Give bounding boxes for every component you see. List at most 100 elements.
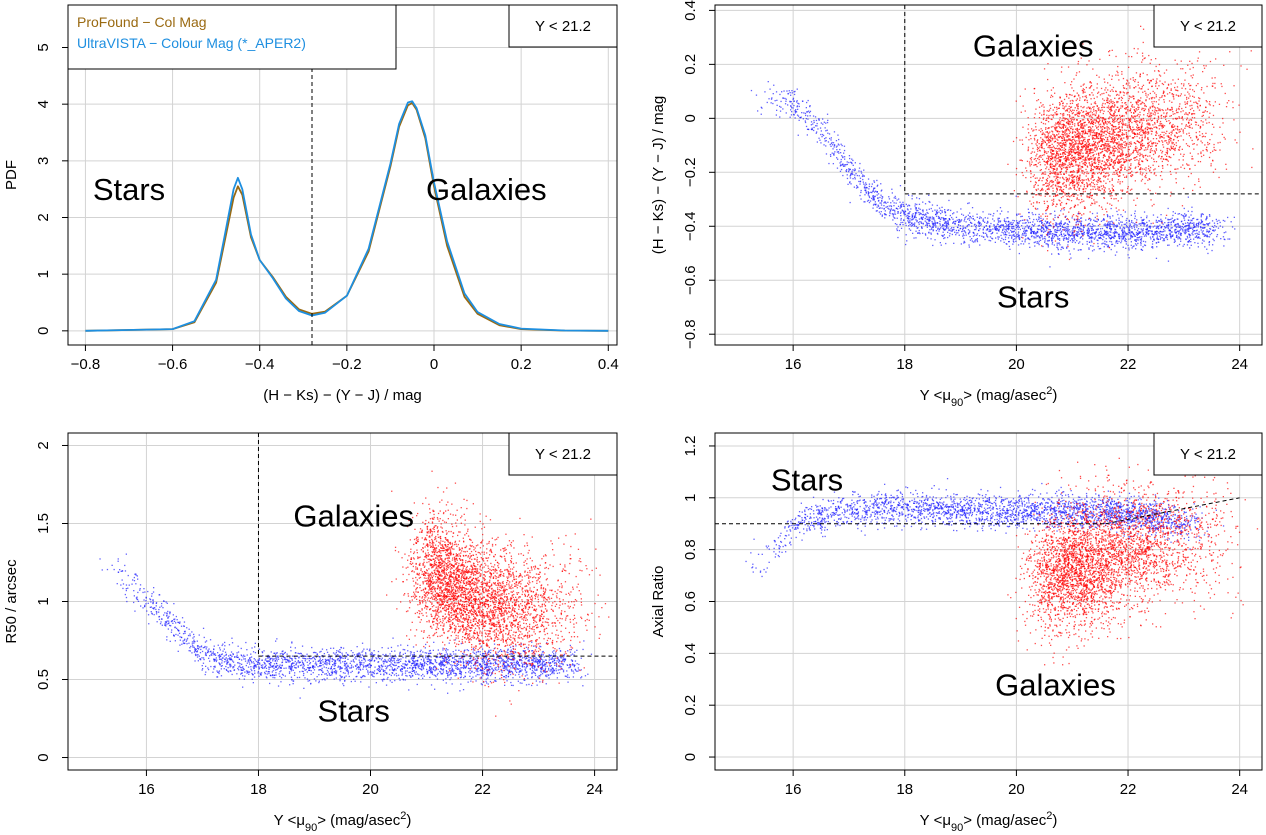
scatter-point xyxy=(1131,247,1133,249)
scatter-point xyxy=(1070,143,1072,146)
scatter-point xyxy=(982,236,985,238)
scatter-point xyxy=(1209,104,1211,106)
scatter-point xyxy=(1159,224,1161,226)
scatter-point xyxy=(1015,240,1017,242)
scatter-point xyxy=(1005,229,1007,231)
scatter-point xyxy=(1092,134,1094,136)
scatter-point xyxy=(1196,237,1199,239)
scatter-point xyxy=(1133,149,1135,151)
scatter-point xyxy=(791,103,793,105)
scatter-point xyxy=(1164,222,1166,224)
scatter-point xyxy=(1104,231,1106,233)
scatter-point xyxy=(1027,226,1029,228)
scatter-point xyxy=(1210,232,1213,235)
scatter-point xyxy=(1145,100,1147,102)
scatter-point xyxy=(1212,229,1214,232)
scatter-point xyxy=(1163,91,1165,93)
scatter-point xyxy=(1122,77,1125,80)
scatter-point xyxy=(1014,228,1016,231)
scatter-point xyxy=(1188,226,1191,228)
scatter-point xyxy=(1002,224,1004,226)
scatter-point xyxy=(1098,169,1101,171)
scatter-point xyxy=(1111,132,1114,134)
scatter-point xyxy=(1047,234,1049,237)
scatter-point xyxy=(1046,222,1048,224)
scatter-point xyxy=(1022,222,1024,224)
scatter-point xyxy=(1161,231,1163,233)
scatter-point xyxy=(1206,215,1208,218)
scatter-point xyxy=(1075,224,1077,226)
scatter-point xyxy=(1106,241,1108,243)
scatter-point xyxy=(1007,217,1009,219)
scatter-point xyxy=(912,218,915,220)
scatter-point xyxy=(1039,220,1041,223)
scatter-point xyxy=(830,145,832,147)
scatter-point xyxy=(865,182,867,184)
scatter-point xyxy=(837,158,839,160)
scatter-point xyxy=(851,172,853,174)
scatter-point xyxy=(1092,151,1094,153)
scatter-point xyxy=(1110,133,1113,135)
scatter-point xyxy=(883,213,886,215)
scatter-point xyxy=(1054,216,1056,219)
scatter-point xyxy=(1074,128,1077,130)
scatter-point xyxy=(1089,194,1091,197)
scatter-point xyxy=(1174,89,1177,91)
scatter-point xyxy=(1106,130,1108,132)
scatter-point xyxy=(1048,236,1050,238)
scatter-point xyxy=(931,228,933,230)
scatter-point xyxy=(974,241,976,243)
scatter-point xyxy=(1027,148,1029,150)
scatter-point xyxy=(867,199,870,201)
scatter-point xyxy=(1167,207,1169,210)
scatter-point xyxy=(1148,220,1150,222)
scatter-point xyxy=(1056,123,1058,125)
scatter-point xyxy=(1194,233,1196,235)
scatter-point xyxy=(832,148,834,150)
scatter-point xyxy=(1128,152,1130,154)
scatter-point xyxy=(1054,240,1057,242)
scatter-point xyxy=(1111,204,1113,206)
scatter-point xyxy=(1094,166,1096,169)
scatter-point xyxy=(943,217,945,219)
scatter-point xyxy=(911,195,913,197)
scatter-point xyxy=(1061,119,1063,122)
scatter-point xyxy=(1047,244,1049,246)
scatter-point xyxy=(1131,115,1133,117)
scatter-point xyxy=(1133,234,1135,236)
scatter-point xyxy=(880,190,882,192)
scatter-point xyxy=(1146,232,1148,234)
scatter-point xyxy=(1123,129,1126,131)
scatter-point xyxy=(1196,136,1198,138)
scatter-point xyxy=(1068,234,1071,236)
scatter-point xyxy=(917,232,919,234)
scatter-point xyxy=(1096,96,1098,98)
scatter-point xyxy=(1037,157,1039,160)
scatter-point xyxy=(1193,230,1195,232)
scatter-point xyxy=(1115,158,1117,160)
scatter-point xyxy=(1091,233,1094,235)
scatter-point xyxy=(1202,239,1204,241)
scatter-point xyxy=(1057,237,1059,240)
scatter-point xyxy=(1096,74,1098,76)
scatter-point xyxy=(1132,245,1134,248)
scatter-point xyxy=(1072,156,1074,159)
scatter-point xyxy=(1170,88,1172,90)
scatter-point xyxy=(1192,227,1194,229)
scatter-point xyxy=(1026,230,1028,232)
scatter-point xyxy=(1131,231,1133,233)
scatter-point xyxy=(940,217,943,219)
scatter-point xyxy=(1130,167,1132,169)
scatter-point xyxy=(1111,184,1113,186)
scatter-point xyxy=(897,205,900,207)
scatter-point xyxy=(1122,157,1124,160)
scatter-point xyxy=(1151,143,1153,145)
scatter-point xyxy=(904,213,907,215)
scatter-point xyxy=(1051,150,1054,152)
scatter-point xyxy=(1202,230,1204,232)
scatter-point xyxy=(1066,118,1069,120)
scatter-point xyxy=(897,208,899,210)
scatter-point xyxy=(838,144,840,146)
scatter-point xyxy=(1074,123,1076,125)
scatter-point xyxy=(880,211,882,213)
